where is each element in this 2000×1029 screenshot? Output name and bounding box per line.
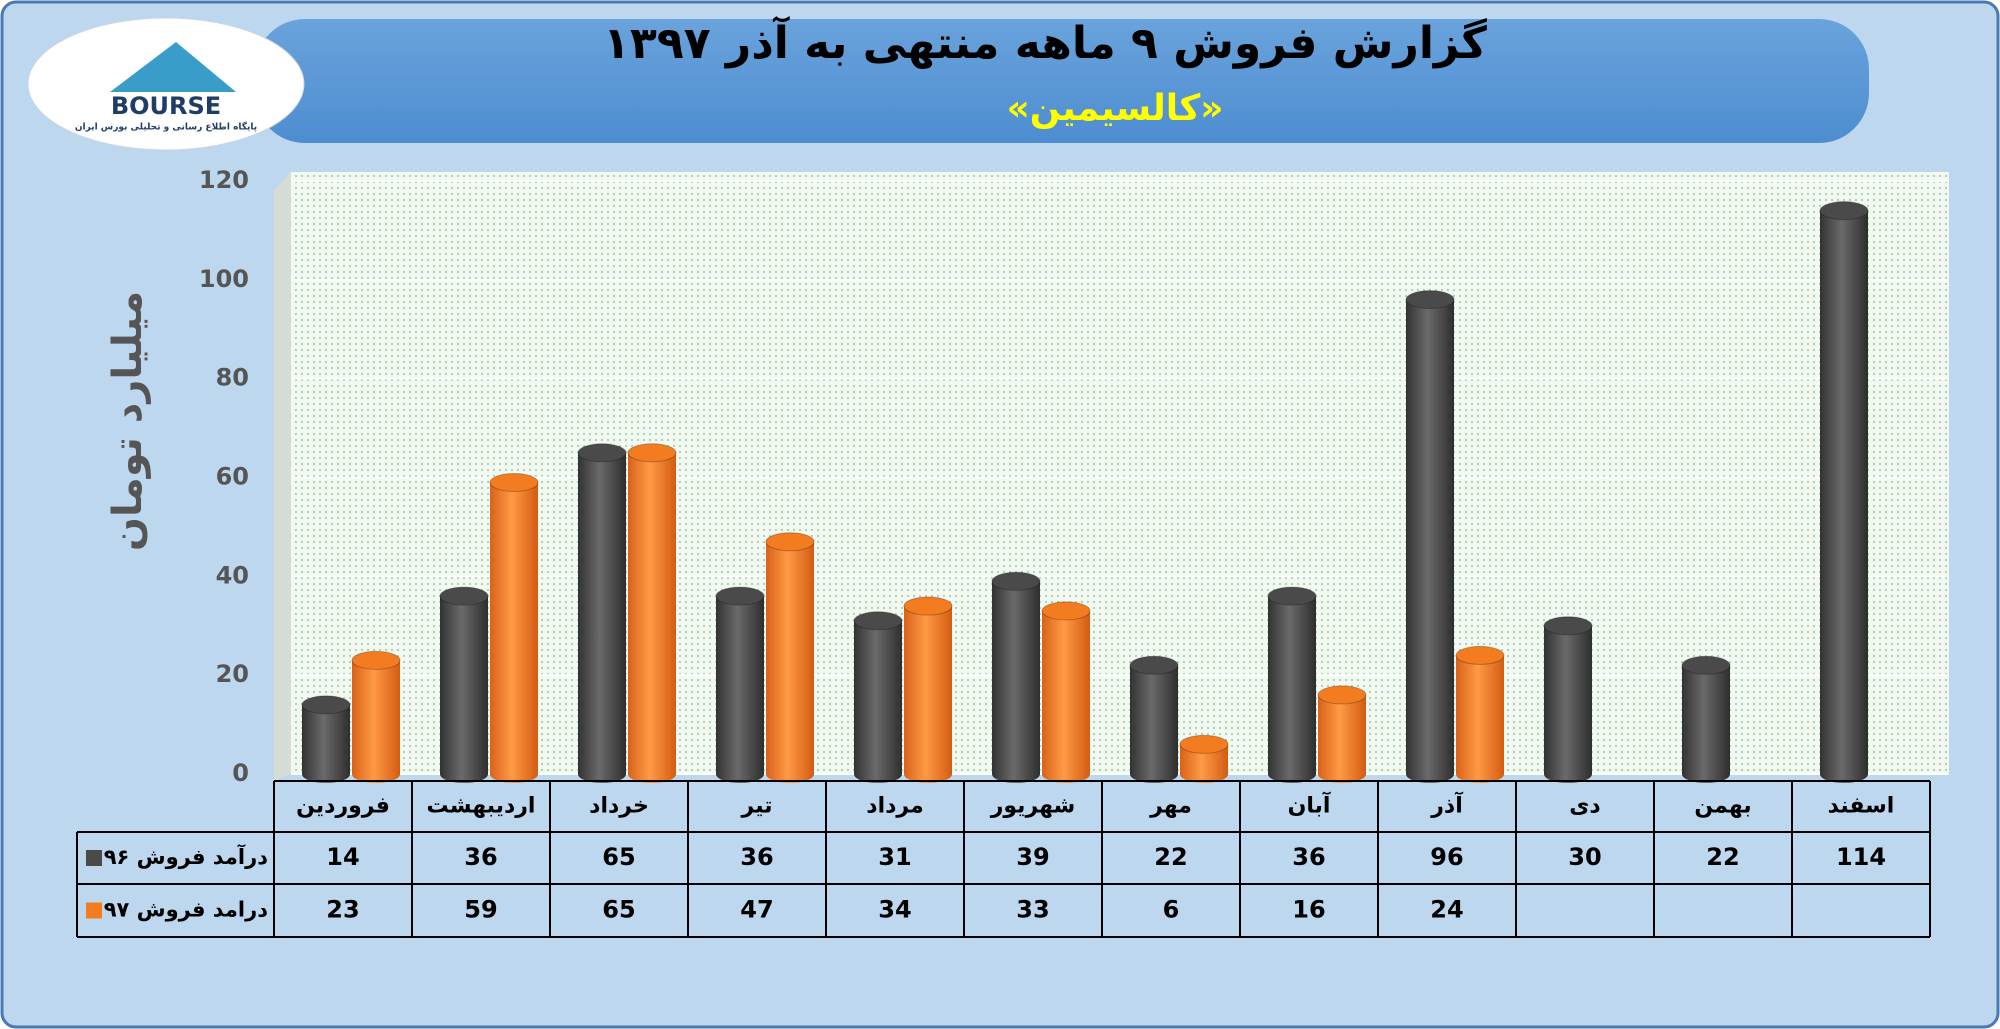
data-label: 24	[1430, 896, 1463, 924]
bar	[715, 586, 765, 783]
x-tick-label: شهریور	[990, 794, 1076, 819]
data-label: 96	[1430, 843, 1463, 871]
plot-side-wall	[274, 172, 291, 781]
bar	[1179, 734, 1229, 783]
data-label: 14	[326, 843, 359, 871]
bar	[1819, 201, 1869, 783]
bar	[1405, 290, 1455, 783]
data-label: 65	[602, 896, 635, 924]
data-label: 114	[1836, 843, 1886, 871]
data-label: 23	[326, 896, 359, 924]
bar	[577, 443, 627, 783]
chart-title: گزارش فروش ۹ ماهه منتهی به آذر ۱۳۹۷	[603, 15, 1487, 69]
data-label: 22	[1154, 843, 1187, 871]
data-label: 36	[464, 843, 497, 871]
data-label: 30	[1568, 843, 1601, 871]
y-axis-label: میلیارد تومان	[105, 291, 151, 551]
bar	[301, 695, 351, 783]
legend-label: درامد فروش ۹۷	[104, 898, 269, 922]
y-tick-label: 80	[216, 364, 249, 392]
data-label: 36	[1292, 843, 1325, 871]
x-tick-label: تیر	[741, 794, 773, 819]
data-label: 59	[464, 896, 497, 924]
x-tick-label: اسفند	[1828, 794, 1895, 819]
x-tick-label: دی	[1569, 794, 1600, 819]
legend-swatch	[86, 902, 102, 919]
x-tick-label: آبان	[1288, 791, 1331, 819]
legend-label: درآمد فروش ۹۶	[104, 844, 269, 869]
data-label: 65	[602, 843, 635, 871]
bar	[991, 571, 1041, 783]
x-tick-label: مهر	[1149, 794, 1192, 819]
bar	[1455, 645, 1505, 783]
logo-brand: BOURSE	[111, 92, 221, 120]
legend-swatch	[86, 850, 102, 866]
x-tick-label: بهمن	[1694, 794, 1751, 819]
bar	[853, 611, 903, 783]
bar	[1129, 655, 1179, 783]
data-label: 22	[1706, 843, 1739, 871]
data-label: 31	[878, 843, 911, 871]
x-tick-label: خرداد	[589, 794, 649, 819]
bar	[489, 472, 539, 783]
data-label: 39	[1016, 843, 1049, 871]
data-label: 47	[740, 896, 773, 924]
y-tick-label: 60	[216, 463, 249, 491]
bar	[765, 532, 815, 783]
bar	[1681, 655, 1731, 783]
data-label: 36	[740, 843, 773, 871]
y-tick-label: 120	[199, 166, 249, 194]
bar	[1267, 586, 1317, 783]
y-tick-label: 20	[216, 660, 249, 688]
logo-icon	[110, 42, 236, 92]
logo-tagline: پایگاه اطلاع رسانی و تحلیلی بورس ایران	[75, 121, 257, 133]
x-tick-label: آذر	[1430, 791, 1463, 819]
bar	[1543, 616, 1593, 783]
bar	[903, 596, 953, 783]
y-tick-label: 40	[216, 561, 249, 589]
y-tick-label: 100	[199, 265, 249, 293]
data-label: 16	[1292, 896, 1325, 924]
y-tick-label: 0	[232, 759, 249, 787]
bar	[351, 650, 401, 783]
bar	[1317, 685, 1367, 783]
chart-subtitle: «کالسیمین»	[1006, 88, 1223, 129]
title-banner	[255, 19, 1869, 143]
bar	[439, 586, 489, 783]
data-label: 6	[1163, 896, 1180, 924]
bar	[1041, 601, 1091, 783]
x-tick-label: مرداد	[866, 794, 923, 819]
data-label: 33	[1016, 896, 1049, 924]
plot-area	[291, 172, 1949, 774]
data-label: 34	[878, 896, 911, 924]
x-tick-label: اردیبهشت	[427, 794, 536, 819]
bar	[627, 443, 677, 783]
x-tick-label: فروردین	[296, 794, 390, 819]
